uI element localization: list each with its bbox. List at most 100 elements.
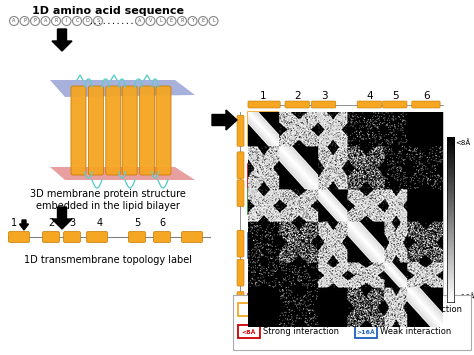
Text: V: V <box>149 18 152 23</box>
Text: L: L <box>212 18 215 23</box>
Text: 1D amino acid sequence: 1D amino acid sequence <box>32 6 184 16</box>
Text: 2D distance map and the pattern of pairwise
transmembrane helical-helical intera: 2D distance map and the pattern of pairw… <box>255 332 449 351</box>
FancyBboxPatch shape <box>140 86 155 175</box>
Text: R: R <box>180 18 184 23</box>
Bar <box>358 234 381 258</box>
Bar <box>238 325 260 338</box>
FancyBboxPatch shape <box>9 231 29 242</box>
Text: L: L <box>160 18 163 23</box>
FancyBboxPatch shape <box>248 101 280 108</box>
FancyBboxPatch shape <box>86 231 108 242</box>
Bar <box>383 261 405 285</box>
Bar <box>358 294 377 314</box>
Text: Self interaction: Self interaction <box>263 306 327 315</box>
Bar <box>248 164 271 188</box>
Text: I: I <box>66 18 67 23</box>
Polygon shape <box>50 80 195 97</box>
FancyArrow shape <box>212 110 237 130</box>
FancyBboxPatch shape <box>154 231 171 242</box>
Text: P: P <box>23 18 26 23</box>
Text: Y: Y <box>191 18 194 23</box>
Bar <box>248 294 271 318</box>
Bar <box>233 295 471 350</box>
FancyBboxPatch shape <box>156 86 171 175</box>
Text: E: E <box>201 18 205 23</box>
Bar <box>413 294 439 323</box>
FancyBboxPatch shape <box>237 230 244 257</box>
Text: C: C <box>75 18 79 23</box>
Text: Medium interaction: Medium interaction <box>380 306 462 315</box>
Text: 4: 4 <box>97 218 103 228</box>
Text: R: R <box>55 18 58 23</box>
Text: Weak interaction: Weak interaction <box>380 328 451 337</box>
Text: ...........: ........... <box>89 16 139 26</box>
FancyBboxPatch shape <box>64 231 81 242</box>
Text: 2: 2 <box>294 91 301 101</box>
Text: 5: 5 <box>134 218 140 228</box>
Bar <box>295 234 313 254</box>
Text: 8-16Å: 8-16Å <box>356 307 376 312</box>
Bar <box>295 294 313 314</box>
FancyArrow shape <box>52 29 72 51</box>
FancyBboxPatch shape <box>285 101 310 108</box>
Bar <box>248 112 443 327</box>
Text: 6: 6 <box>159 218 165 228</box>
Text: P: P <box>34 18 36 23</box>
Text: S: S <box>96 18 100 23</box>
FancyBboxPatch shape <box>43 231 60 242</box>
Text: 2: 2 <box>48 218 54 228</box>
Bar <box>238 303 260 316</box>
Bar <box>318 294 337 324</box>
Polygon shape <box>50 167 195 180</box>
Text: 3: 3 <box>69 218 75 228</box>
Text: <8Å: <8Å <box>242 329 256 334</box>
Text: A: A <box>138 18 142 23</box>
FancyArrow shape <box>19 220 28 230</box>
Text: A: A <box>44 18 47 23</box>
FancyBboxPatch shape <box>311 101 336 108</box>
Bar <box>295 164 322 194</box>
Bar <box>295 190 314 211</box>
Bar <box>355 303 377 316</box>
Text: D: D <box>86 18 90 23</box>
FancyBboxPatch shape <box>71 86 86 175</box>
Bar <box>248 112 278 145</box>
FancyBboxPatch shape <box>237 260 244 286</box>
Bar <box>318 164 337 185</box>
FancyBboxPatch shape <box>106 86 121 175</box>
Bar <box>358 261 378 283</box>
Text: 5: 5 <box>392 91 399 101</box>
FancyBboxPatch shape <box>122 86 137 175</box>
Text: <8Å: <8Å <box>455 139 470 146</box>
FancyBboxPatch shape <box>128 231 146 242</box>
FancyBboxPatch shape <box>237 152 244 179</box>
FancyArrow shape <box>52 207 72 229</box>
FancyBboxPatch shape <box>88 86 103 175</box>
Bar <box>318 234 337 254</box>
FancyBboxPatch shape <box>237 180 244 207</box>
Text: Strong interaction: Strong interaction <box>263 328 339 337</box>
Bar <box>248 234 271 258</box>
Text: 1D transmembrane topology label: 1D transmembrane topology label <box>24 255 192 265</box>
Bar <box>383 294 404 316</box>
Text: 1: 1 <box>260 91 267 101</box>
Bar <box>318 190 342 215</box>
Text: 6: 6 <box>423 91 430 101</box>
Text: 3: 3 <box>321 91 328 101</box>
Text: 1: 1 <box>11 218 17 228</box>
FancyBboxPatch shape <box>237 115 244 146</box>
Text: >16Å: >16Å <box>356 329 375 334</box>
Text: 3D membrane protein structure
embedded in the lipid bilayer: 3D membrane protein structure embedded i… <box>30 189 186 211</box>
Text: A: A <box>12 18 16 23</box>
FancyBboxPatch shape <box>182 231 202 242</box>
Text: 4: 4 <box>366 91 373 101</box>
FancyBboxPatch shape <box>357 101 382 108</box>
FancyBboxPatch shape <box>237 291 244 327</box>
FancyBboxPatch shape <box>412 101 440 108</box>
Text: >16Å: >16Å <box>455 293 474 300</box>
Bar <box>318 261 337 282</box>
Bar <box>355 325 377 338</box>
Text: E: E <box>170 18 173 23</box>
FancyBboxPatch shape <box>383 101 407 108</box>
Bar <box>248 190 271 214</box>
